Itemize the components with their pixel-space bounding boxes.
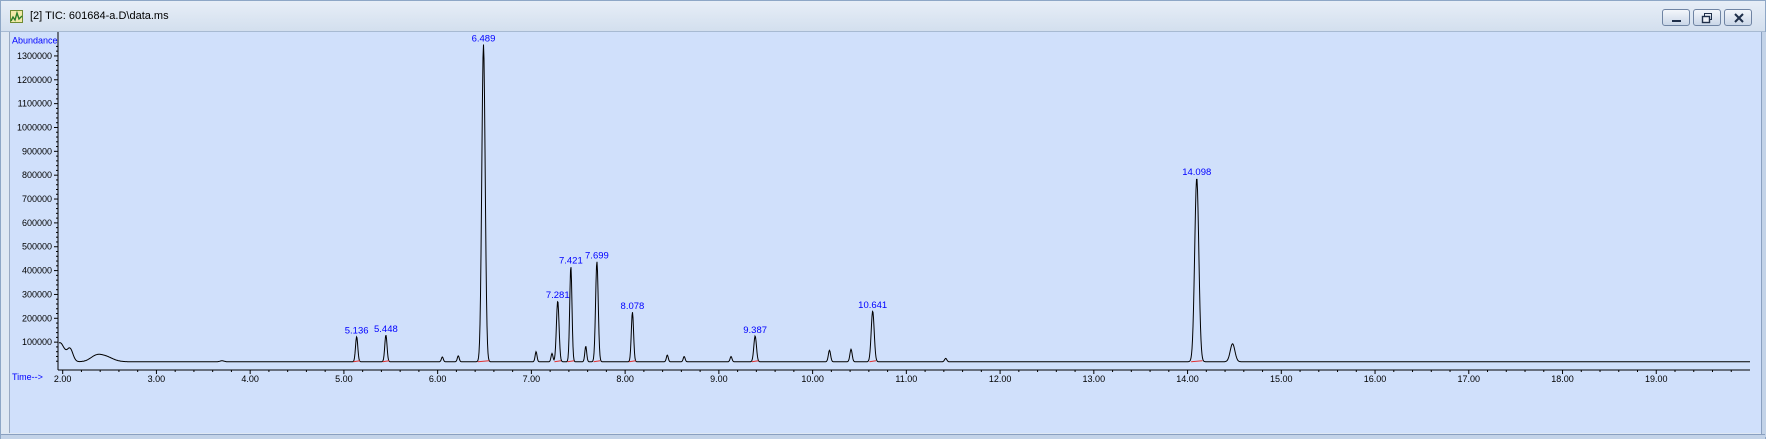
window-border-bottom: [1, 434, 1765, 439]
y-tick-label: 600000: [22, 218, 52, 228]
minimize-icon: [1672, 20, 1681, 22]
x-tick-label: 4.00: [241, 374, 259, 384]
integration-baseline: [1191, 360, 1203, 363]
y-tick-label: 1200000: [17, 75, 52, 85]
x-tick-label: 15.00: [1270, 374, 1293, 384]
x-tick-label: 18.00: [1551, 374, 1574, 384]
y-axis-title: Abundance: [12, 35, 58, 45]
chromatogram-app-icon: [10, 10, 23, 23]
x-axis-title: Time-->: [12, 372, 43, 382]
peak-label: 7.699: [585, 251, 609, 262]
peak-label: 9.387: [743, 325, 767, 336]
x-tick-label: 17.00: [1458, 374, 1481, 384]
window-title: [2] TIC: 601684-a.D\data.ms: [30, 10, 169, 22]
x-tick-label: 2.00: [54, 374, 72, 384]
tic-chromatogram-chart[interactable]: Abundance Time--> 100000 200000 300000 400000…: [10, 32, 1761, 433]
y-tick-label: 300000: [22, 289, 52, 299]
integration-baseline: [567, 360, 575, 363]
y-tick-label: 200000: [22, 313, 52, 323]
y-tick-label: 700000: [22, 194, 52, 204]
tic-trace-line: [58, 44, 1750, 363]
minimize-button[interactable]: [1662, 9, 1690, 26]
x-tick-label: 11.00: [895, 374, 917, 384]
peak-label: 7.281: [546, 290, 570, 301]
window-border-right: [1761, 32, 1766, 437]
y-tick-label: 900000: [22, 146, 52, 156]
close-icon: [1734, 13, 1744, 23]
y-tick-label: 400000: [22, 266, 52, 276]
close-button[interactable]: [1724, 9, 1752, 26]
integration-baseline: [554, 360, 562, 363]
chromatogram-plot-area[interactable]: Abundance Time--> 100000 200000 300000 400000…: [9, 32, 1761, 433]
y-tick-label: 1000000: [17, 122, 52, 132]
peak-label: 5.448: [374, 324, 398, 335]
x-tick-label: 7.00: [523, 374, 541, 384]
x-tick-label: 3.00: [148, 374, 166, 384]
x-tick-label: 8.00: [616, 374, 634, 384]
integration-baseline: [353, 360, 361, 363]
integration-baseline: [593, 360, 601, 363]
y-tick-label: 100000: [22, 337, 52, 347]
x-tick-label: 14.00: [1176, 374, 1199, 384]
peak-label: 5.136: [345, 326, 369, 337]
x-tick-label: 19.00: [1645, 374, 1668, 384]
peak-label: 6.489: [472, 33, 496, 44]
integration-baseline: [629, 360, 636, 363]
y-tick-label: 1100000: [18, 99, 52, 109]
integration-baseline: [382, 360, 390, 363]
integration-baseline: [869, 360, 877, 363]
peak-label: 8.078: [621, 301, 645, 312]
restore-icon: [1701, 13, 1712, 24]
x-tick-label: 9.00: [710, 374, 728, 384]
x-tick-label: 6.00: [429, 374, 447, 384]
title-bar[interactable]: [2] TIC: 601684-a.D\data.ms: [1, 1, 1765, 32]
peak-label: 14.098: [1182, 167, 1211, 178]
x-tick-label: 13.00: [1083, 374, 1106, 384]
x-tick-label: 16.00: [1364, 374, 1387, 384]
x-tick-label: 5.00: [335, 374, 353, 384]
peak-label: 10.641: [858, 300, 887, 311]
y-tick-label: 1300000: [17, 51, 52, 61]
peak-label: 7.421: [559, 255, 583, 266]
x-tick-label: 12.00: [989, 374, 1012, 384]
integration-baseline: [477, 360, 490, 363]
y-tick-label: 500000: [22, 242, 52, 252]
restore-button[interactable]: [1693, 9, 1721, 26]
y-tick-label: 800000: [22, 170, 52, 180]
x-tick-label: 10.00: [801, 374, 824, 384]
integration-baseline: [751, 360, 759, 363]
